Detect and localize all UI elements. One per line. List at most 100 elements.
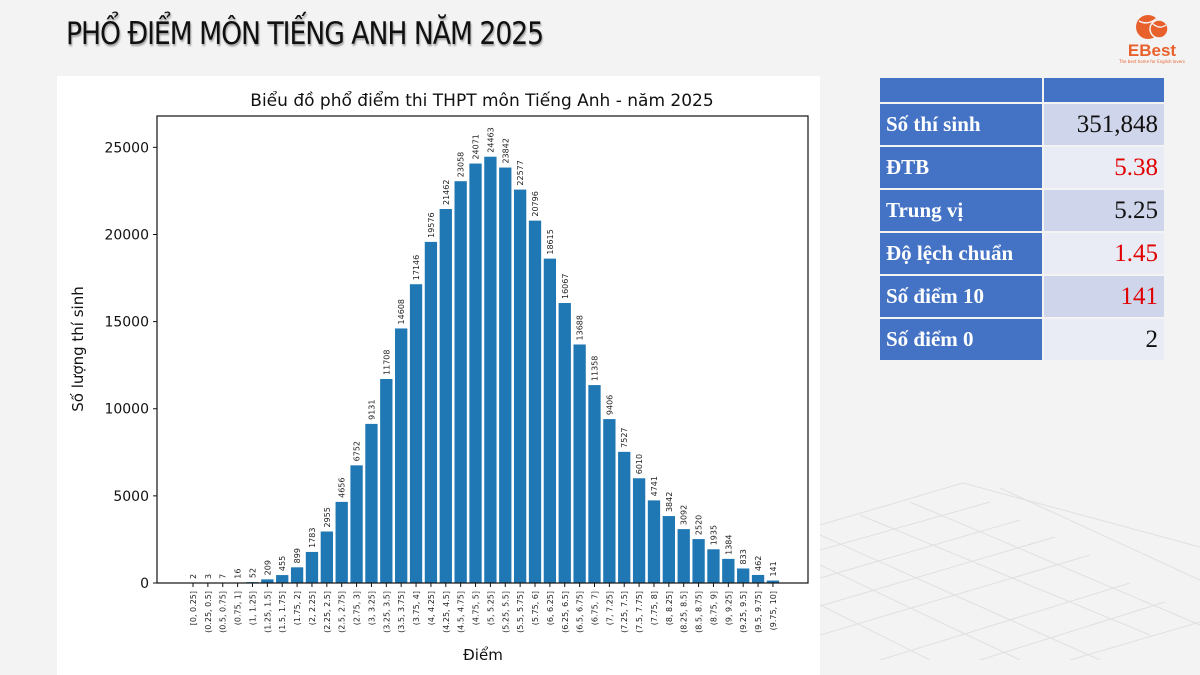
bar-value-label: 20796 xyxy=(531,191,540,216)
bar-value-label: 7527 xyxy=(620,427,629,447)
y-axis-label: Số lượng thí sinh xyxy=(69,286,87,411)
bar xyxy=(632,478,646,583)
stat-label: Số điểm 0 xyxy=(880,319,1042,360)
bar xyxy=(513,189,527,583)
x-tick-label: (8, 8.25] xyxy=(665,591,674,625)
plot-frame xyxy=(156,115,809,584)
ebest-logo: EBest The best home for English lovers xyxy=(1118,14,1186,66)
x-tick-label: [0, 0.25] xyxy=(189,591,198,625)
bar-value-label: 11358 xyxy=(590,356,599,381)
bar xyxy=(692,539,705,583)
x-tick-label: (3, 3.25] xyxy=(367,591,376,625)
bar-value-label: 9406 xyxy=(605,395,614,415)
bar xyxy=(722,558,735,583)
bar-value-label: 24463 xyxy=(486,127,495,152)
bar xyxy=(350,465,363,583)
bar xyxy=(737,568,750,583)
x-tick-label: (2.75, 3] xyxy=(353,591,362,625)
bar xyxy=(380,378,393,583)
stat-label: Độ lệch chuẩn xyxy=(880,233,1042,274)
bar-value-label: 22577 xyxy=(516,160,525,185)
x-tick-label: (9.75, 10] xyxy=(769,591,778,630)
bar xyxy=(662,516,675,583)
bar xyxy=(290,567,304,583)
stat-value: 351,848 xyxy=(1044,104,1164,145)
x-tick-label: (8.75, 9] xyxy=(709,591,718,625)
stats-row-stddev: Độ lệch chuẩn 1.45 xyxy=(880,233,1164,274)
x-tick-label: (1.75, 2] xyxy=(293,591,302,625)
bar xyxy=(261,579,274,583)
histogram-chart: Biểu đồ phổ điểm thi THPT môn Tiếng Anh … xyxy=(57,76,820,675)
bar-value-label: 462 xyxy=(754,556,763,571)
bar-value-label: 3842 xyxy=(665,492,674,512)
x-tick-label: (6.5, 6.75] xyxy=(576,591,585,633)
x-tick-label: (1.5, 1.75] xyxy=(278,591,287,633)
bar-value-label: 9131 xyxy=(367,400,376,420)
bar-value-label: 833 xyxy=(739,549,748,564)
bar xyxy=(573,344,586,583)
bar xyxy=(454,181,467,583)
y-axis: 0 5000 10000 15000 20000 25000 xyxy=(104,140,157,592)
bar xyxy=(603,419,616,583)
bar xyxy=(469,163,482,583)
x-tick-label: (3.5, 3.75] xyxy=(397,591,406,633)
bar xyxy=(647,500,661,583)
x-tick-label: (7.5, 7.75] xyxy=(635,591,644,633)
x-tick-label: (7, 7.25] xyxy=(605,591,614,625)
bar-value-label: 7 xyxy=(219,574,228,579)
bar-value-label: 1384 xyxy=(724,535,733,555)
x-axis-label: Điểm xyxy=(463,646,503,664)
bar-value-label: 23842 xyxy=(501,138,510,163)
x-tick-label: (1, 1.25] xyxy=(248,591,257,625)
x-tick-label: (5, 5.25] xyxy=(486,591,495,625)
x-tick-label: (4.5, 4.75] xyxy=(457,591,466,633)
y-tick-label: 5000 xyxy=(113,489,149,505)
stats-row-score-10: Số điểm 10 141 xyxy=(880,276,1164,317)
bar-value-label: 52 xyxy=(248,568,257,578)
bar-value-label: 2955 xyxy=(323,507,332,527)
x-tick-label: (9.25, 9.5] xyxy=(739,591,748,633)
header-cell xyxy=(880,78,1042,102)
bar xyxy=(528,220,542,583)
x-tick-label: (6.75, 7] xyxy=(590,591,599,625)
stat-value: 141 xyxy=(1044,276,1164,317)
bars-group: 2 3 7 16 52 209 455 899 1783 2955 4656 6752 9131 1170… xyxy=(186,127,780,584)
bar xyxy=(424,241,438,583)
header-cell xyxy=(1044,78,1164,102)
logo-tagline: The best home for English lovers xyxy=(1119,59,1185,64)
stats-row-mean: ĐTB 5.38 xyxy=(880,147,1164,188)
bar-value-label: 141 xyxy=(769,561,778,576)
chart-canvas: Biểu đồ phổ điểm thi THPT môn Tiếng Anh … xyxy=(69,90,809,664)
bar-value-label: 4741 xyxy=(650,476,659,496)
stat-value: 1.45 xyxy=(1044,233,1164,274)
x-tick-label: (0.25, 0.5] xyxy=(204,591,213,633)
x-tick-label: (4.75, 5] xyxy=(472,591,481,625)
x-tick-label: (3.25, 3.5] xyxy=(382,591,391,633)
bar-value-label: 19576 xyxy=(427,212,436,237)
stat-value: 5.25 xyxy=(1044,190,1164,231)
bar xyxy=(335,501,348,583)
bar-value-label: 13688 xyxy=(576,315,585,340)
x-axis: [0, 0.25] (0.25, 0.5] (0.5, 0.75] (0.75, 1]… xyxy=(189,583,778,633)
bar xyxy=(365,423,378,583)
bar-value-label: 2520 xyxy=(695,515,704,535)
x-tick-label: (5.25, 5.5] xyxy=(501,591,510,633)
y-tick-label: 20000 xyxy=(104,227,149,243)
bar-value-label: 455 xyxy=(278,556,287,571)
bar xyxy=(439,209,452,583)
x-tick-label: (1.25, 1.5] xyxy=(263,591,272,633)
stats-row-median: Trung vị 5.25 xyxy=(880,190,1164,231)
bar-value-label: 2 xyxy=(189,574,198,579)
x-tick-label: (2.25, 2.5] xyxy=(323,591,332,633)
chart-title: Biểu đồ phổ điểm thi THPT môn Tiếng Anh … xyxy=(250,90,713,111)
y-tick-label: 10000 xyxy=(104,402,149,418)
bar-value-label: 14608 xyxy=(397,299,406,324)
bar xyxy=(618,451,631,583)
x-tick-label: (8.25, 8.5] xyxy=(680,591,689,633)
decorative-grid xyxy=(820,482,1200,660)
stat-value: 5.38 xyxy=(1044,147,1164,188)
x-tick-label: (6, 6.25] xyxy=(546,591,555,625)
bar-value-label: 3 xyxy=(204,574,213,579)
bar-value-label: 11708 xyxy=(382,350,391,375)
bar-value-label: 16 xyxy=(234,569,243,579)
